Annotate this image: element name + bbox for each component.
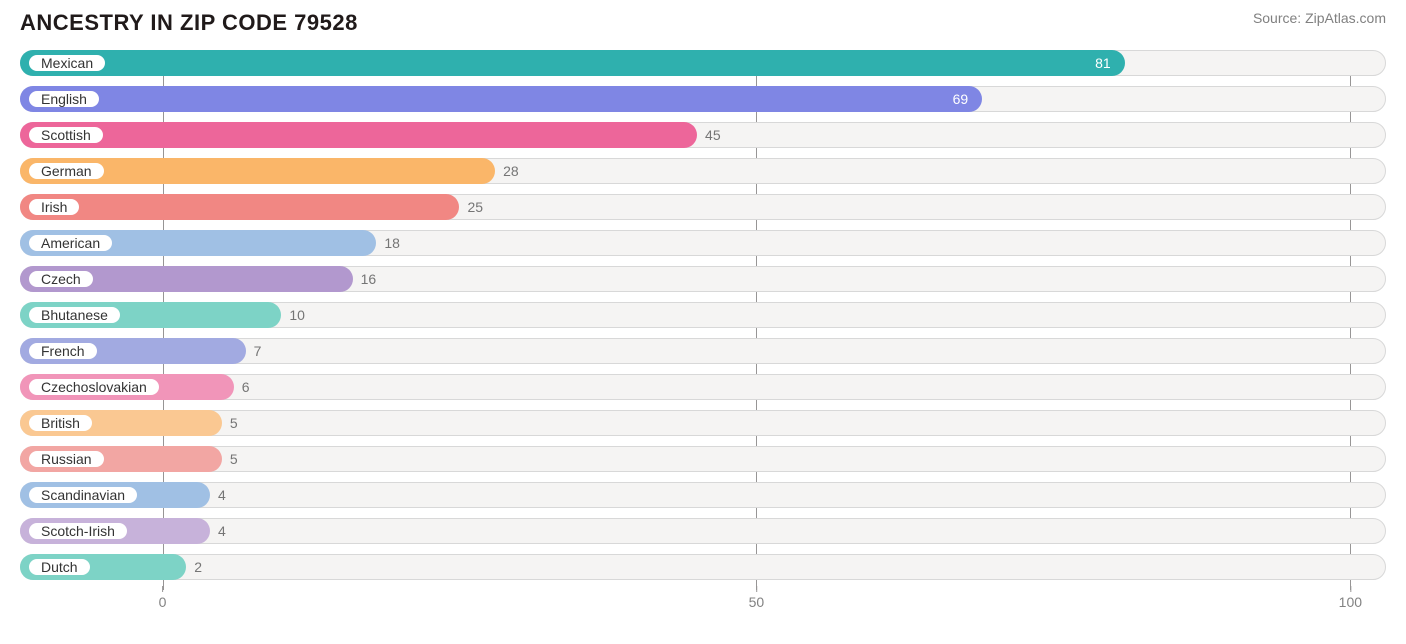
ancestry-bar-chart: Mexican81English69Scottish45German28Iris…	[0, 50, 1406, 610]
bar-category-label: Irish	[27, 197, 81, 217]
bar-category-label: Russian	[27, 449, 106, 469]
bar-category-label: English	[27, 89, 101, 109]
bar-row: English 69	[20, 86, 1386, 112]
bar-fill	[20, 86, 982, 112]
bar-row: Scotch-Irish 4	[20, 518, 1386, 544]
bar-value-label: 6	[234, 374, 250, 400]
bar-row: Bhutanese 10	[20, 302, 1386, 328]
bar-category-label: Czech	[27, 269, 95, 289]
bar-fill	[20, 194, 459, 220]
bar-row: Czech 16	[20, 266, 1386, 292]
bar-row: Irish 25	[20, 194, 1386, 220]
bar-value-label: 69	[953, 86, 983, 112]
bar-row: German 28	[20, 158, 1386, 184]
bar-category-label: American	[27, 233, 114, 253]
bar-row: American 18	[20, 230, 1386, 256]
bar-category-label: Bhutanese	[27, 305, 122, 325]
bar-value-label: 4	[210, 482, 226, 508]
axis-tick: 100	[1339, 586, 1362, 610]
bar-row: Mexican 81	[20, 50, 1386, 76]
bar-category-label: Mexican	[27, 53, 107, 73]
bar-value-label: 81	[1095, 50, 1125, 76]
bar-value-label: 5	[222, 410, 238, 436]
axis-tick: 50	[749, 586, 765, 610]
axis-tick: 0	[159, 586, 167, 610]
bar-category-label: Scotch-Irish	[27, 521, 129, 541]
bar-value-label: 2	[186, 554, 202, 580]
bar-value-label: 25	[459, 194, 483, 220]
bar-value-label: 4	[210, 518, 226, 544]
bar-value-label: 45	[697, 122, 721, 148]
bar-track	[20, 554, 1386, 580]
bar-value-label: 16	[353, 266, 377, 292]
bar-value-label: 18	[376, 230, 400, 256]
axis-tick-label: 0	[159, 594, 167, 610]
bar-category-label: British	[27, 413, 94, 433]
bar-row: Scandinavian 4	[20, 482, 1386, 508]
bar-row: Russian 5	[20, 446, 1386, 472]
chart-title: ANCESTRY IN ZIP CODE 79528	[20, 10, 358, 36]
bar-row: British 5	[20, 410, 1386, 436]
axis-tick-mark	[1350, 586, 1351, 592]
bar-category-label: French	[27, 341, 99, 361]
bar-row: French 7	[20, 338, 1386, 364]
bar-row: Scottish 45	[20, 122, 1386, 148]
bar-value-label: 10	[281, 302, 305, 328]
axis-tick-mark	[756, 586, 757, 592]
axis-tick-mark	[162, 586, 163, 592]
axis-tick-label: 50	[749, 594, 765, 610]
bar-value-label: 28	[495, 158, 519, 184]
bar-value-label: 5	[222, 446, 238, 472]
axis-tick-label: 100	[1339, 594, 1362, 610]
bar-row: Dutch 2	[20, 554, 1386, 580]
bar-category-label: Scandinavian	[27, 485, 139, 505]
bar-category-label: Dutch	[27, 557, 92, 577]
bar-category-label: German	[27, 161, 106, 181]
bar-category-label: Scottish	[27, 125, 105, 145]
bar-fill	[20, 122, 697, 148]
bar-fill	[20, 50, 1125, 76]
bar-category-label: Czechoslovakian	[27, 377, 161, 397]
bar-row: Czechoslovakian 6	[20, 374, 1386, 400]
chart-source: Source: ZipAtlas.com	[1253, 10, 1386, 26]
bar-value-label: 7	[246, 338, 262, 364]
